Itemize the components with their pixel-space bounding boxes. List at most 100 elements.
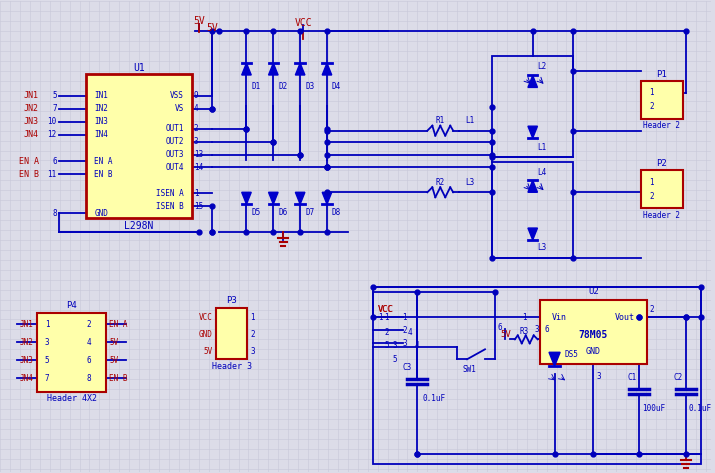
Text: 2: 2 — [385, 328, 389, 337]
Text: ISEN B: ISEN B — [156, 201, 184, 210]
Text: D8: D8 — [332, 208, 341, 217]
Text: P2: P2 — [656, 159, 667, 168]
Text: 15: 15 — [194, 201, 203, 210]
Text: 3: 3 — [393, 341, 398, 350]
Text: 11: 11 — [47, 170, 56, 179]
Text: L3: L3 — [538, 244, 547, 253]
Bar — [492, 162, 573, 258]
Text: D7: D7 — [305, 208, 315, 217]
Bar — [641, 81, 683, 119]
Bar — [492, 56, 573, 158]
Polygon shape — [322, 192, 332, 204]
Text: 0.1uF: 0.1uF — [423, 394, 445, 403]
Text: 1: 1 — [649, 88, 654, 97]
Text: 3: 3 — [535, 325, 539, 334]
Text: 10: 10 — [47, 117, 56, 126]
Polygon shape — [269, 192, 278, 204]
Text: VCC: VCC — [199, 313, 212, 322]
Text: VCC: VCC — [378, 305, 393, 314]
Text: Header 3: Header 3 — [212, 362, 252, 371]
Bar — [540, 299, 647, 364]
Text: 2: 2 — [250, 330, 255, 339]
Text: EN A: EN A — [94, 157, 113, 166]
Text: 4: 4 — [194, 104, 199, 114]
Text: 2: 2 — [649, 305, 654, 314]
Text: 6: 6 — [52, 157, 56, 166]
Text: Header 2: Header 2 — [644, 210, 681, 219]
Text: GND: GND — [94, 209, 108, 218]
Text: Header 4X2: Header 4X2 — [46, 394, 97, 403]
Text: 4: 4 — [415, 341, 419, 350]
Polygon shape — [322, 63, 332, 75]
Text: VS: VS — [174, 104, 184, 114]
Text: 5V: 5V — [500, 330, 511, 339]
Text: C3: C3 — [403, 363, 412, 372]
Text: SW1: SW1 — [462, 365, 476, 374]
Text: P4: P4 — [66, 301, 77, 310]
Text: P1: P1 — [656, 70, 667, 79]
Text: D3: D3 — [305, 82, 315, 91]
Polygon shape — [528, 126, 538, 138]
Text: P3: P3 — [226, 296, 237, 305]
Text: ISEN A: ISEN A — [156, 189, 184, 198]
Text: 1: 1 — [45, 320, 49, 329]
Text: 1: 1 — [385, 313, 389, 322]
Text: 5: 5 — [385, 341, 389, 350]
Text: EN B: EN B — [94, 170, 113, 179]
Text: L3: L3 — [465, 178, 474, 187]
Text: JN4: JN4 — [20, 374, 34, 383]
Text: 6: 6 — [498, 323, 503, 332]
Text: L1: L1 — [538, 143, 547, 152]
Text: 13: 13 — [194, 150, 203, 159]
Text: L1: L1 — [465, 116, 474, 125]
Text: 6: 6 — [545, 325, 549, 334]
Text: Vout: Vout — [615, 313, 635, 322]
Text: 9: 9 — [194, 91, 199, 100]
Text: 2: 2 — [194, 124, 199, 133]
Polygon shape — [295, 192, 305, 204]
Text: JN1: JN1 — [24, 91, 39, 100]
Text: VCC: VCC — [295, 18, 312, 28]
Text: 3: 3 — [596, 372, 601, 381]
Polygon shape — [242, 192, 251, 204]
Text: JN2: JN2 — [24, 104, 39, 114]
Text: 100uF: 100uF — [642, 404, 665, 413]
Polygon shape — [528, 228, 538, 240]
Text: 4: 4 — [408, 328, 412, 337]
Text: 1: 1 — [649, 178, 654, 187]
Text: 8: 8 — [52, 209, 56, 218]
Text: C1: C1 — [627, 373, 636, 382]
Text: OUT3: OUT3 — [165, 150, 184, 159]
Text: R2: R2 — [435, 178, 445, 187]
Text: GND: GND — [199, 330, 212, 339]
Text: C2: C2 — [674, 373, 683, 382]
Text: 5: 5 — [45, 356, 49, 365]
Text: Vin: Vin — [551, 313, 566, 322]
Text: U2: U2 — [588, 287, 598, 296]
Text: JN2: JN2 — [20, 338, 34, 347]
Text: 5V: 5V — [109, 356, 119, 365]
Text: 12: 12 — [47, 130, 56, 139]
Text: R3: R3 — [520, 327, 529, 336]
Text: 1: 1 — [378, 313, 383, 322]
Text: OUT1: OUT1 — [165, 124, 184, 133]
Bar — [641, 170, 683, 208]
Text: IN3: IN3 — [94, 117, 108, 126]
Text: EN B: EN B — [19, 170, 39, 179]
Text: OUT2: OUT2 — [165, 137, 184, 146]
Text: JN3: JN3 — [20, 356, 34, 365]
Text: VCC: VCC — [378, 305, 394, 314]
Text: 1: 1 — [403, 313, 407, 322]
Text: 5: 5 — [393, 355, 398, 364]
Text: IN1: IN1 — [94, 91, 108, 100]
Text: D1: D1 — [252, 82, 261, 91]
Polygon shape — [549, 352, 560, 366]
Text: 2: 2 — [649, 192, 654, 201]
Text: 5V: 5V — [206, 23, 217, 33]
Text: U1: U1 — [133, 63, 145, 73]
Text: D4: D4 — [332, 82, 341, 91]
Text: OUT4: OUT4 — [165, 163, 184, 172]
Text: EN B: EN B — [109, 374, 128, 383]
Text: 1: 1 — [522, 313, 526, 322]
Text: 6: 6 — [87, 356, 91, 365]
